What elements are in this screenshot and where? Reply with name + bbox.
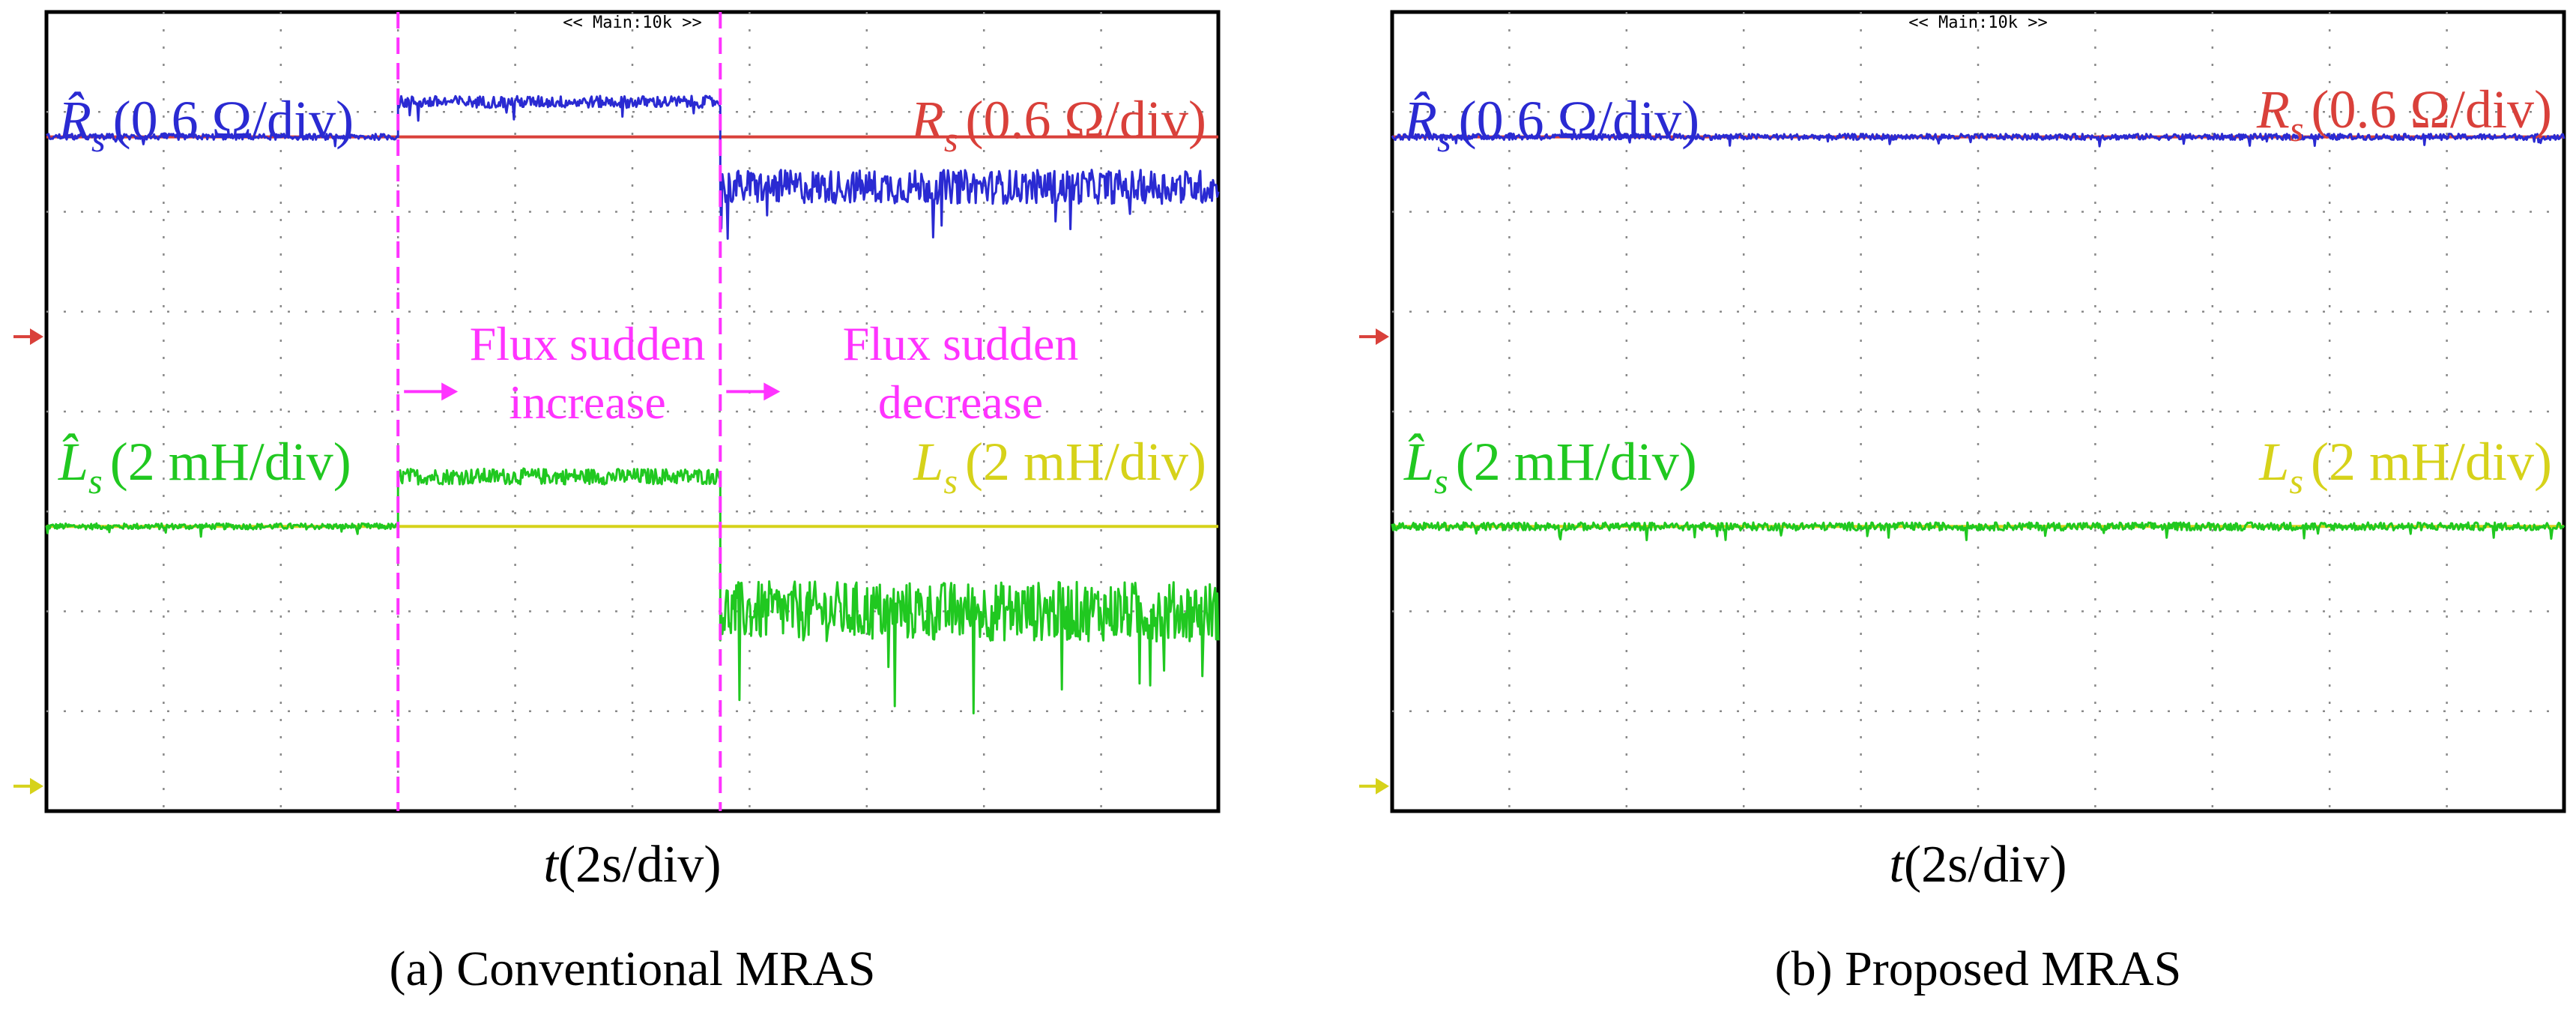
panel-b: << Main:10k >> R̂s (0.6 Ω/div) Rs (0.6 Ω/d… — [1359, 10, 2566, 996]
annotation-increase-line1: Flux sudden — [470, 317, 706, 370]
legend-rs-ref-b: Rs (0.6 Ω/div) — [2256, 79, 2552, 149]
traces-b — [1391, 133, 2566, 541]
caption-b: (b) Proposed MRAS — [1775, 942, 2182, 996]
annotation-decrease-line2: decrease — [878, 376, 1043, 429]
legend-rs-est-a: R̂s (0.6 Ω/div) — [58, 90, 354, 160]
traces-a — [45, 94, 1220, 714]
channel-marker-ls-head — [1376, 777, 1389, 795]
channel-marker-rs-head — [1376, 328, 1389, 346]
legend-ls-ref-b: Ls (2 mH/div) — [2258, 432, 2552, 502]
legend-ls-ref-a: Ls (2 mH/div) — [913, 432, 1206, 502]
panel-a: << Main:10k >> R̂s (0.6 Ω/div) Rs (0.6 Ω/d… — [13, 10, 1221, 996]
caption-a: (a) Conventional MRAS — [390, 942, 876, 996]
channel-marker-ls-head — [30, 777, 43, 795]
legend-rs-est-b: R̂s (0.6 Ω/div) — [1403, 90, 1699, 160]
event-arrow-head — [764, 382, 781, 401]
grid-a — [46, 12, 1218, 811]
series-rs-est — [1391, 133, 2566, 148]
event-arrow-head — [441, 382, 459, 401]
markers-a — [13, 12, 781, 811]
header-b: << Main:10k >> — [1908, 13, 2047, 32]
channel-marker-rs-head — [30, 328, 43, 346]
xlabel-a: t(2s/div) — [543, 836, 721, 894]
legend-ls-est-a: L̂s (2 mH/div) — [58, 432, 351, 502]
grid-b — [1392, 12, 2564, 811]
xlabel-b: t(2s/div) — [1889, 836, 2066, 894]
series-rs-est — [46, 94, 1220, 240]
series-ls-est — [45, 467, 1220, 714]
annotation-increase-line2: increase — [509, 376, 666, 429]
markers-b — [1359, 328, 1389, 795]
annotation-decrease-line1: Flux sudden — [843, 317, 1079, 370]
legend-ls-est-b: L̂s (2 mH/div) — [1403, 432, 1697, 502]
series-ls-est — [1391, 521, 2566, 541]
legend-rs-ref-a: Rs (0.6 Ω/div) — [910, 90, 1206, 160]
header-a: << Main:10k >> — [563, 13, 701, 32]
